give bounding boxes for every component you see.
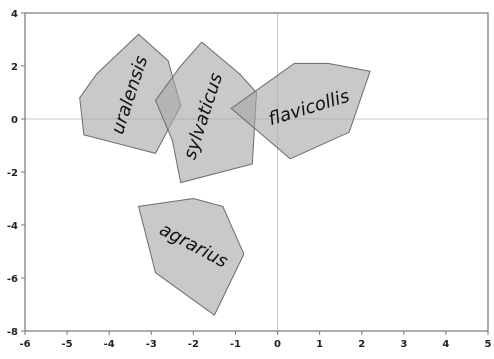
y-tick-label: -2 — [7, 168, 18, 179]
x-tick-label: -5 — [62, 339, 73, 350]
reference-lines — [25, 13, 488, 331]
plot-frame — [24, 12, 489, 332]
hull-uralensis — [79, 33, 182, 154]
y-tick-label: -4 — [7, 221, 18, 232]
hull-agrarius — [137, 197, 245, 316]
x-tick-label: -6 — [19, 339, 30, 350]
x-tick-label: -4 — [104, 339, 115, 350]
x-tick-label: 2 — [358, 339, 365, 350]
x-tick-label: 1 — [316, 339, 323, 350]
x-tick-label: 3 — [400, 339, 407, 350]
x-tick-label: 0 — [274, 339, 281, 350]
y-tick-label: 0 — [11, 115, 18, 126]
hull-sylvaticus — [154, 41, 258, 184]
y-tick-label: -6 — [7, 274, 18, 285]
hull-flavicollis — [230, 62, 371, 160]
x-tick-label: -3 — [146, 339, 157, 350]
y-tick-label: -8 — [7, 327, 18, 338]
y-tick-label: 2 — [11, 62, 18, 73]
x-axis-ticks: -6 -5 -4 -3 -2 -1 0 1 2 3 4 5 — [19, 331, 492, 350]
x-tick-label: 5 — [485, 339, 492, 350]
y-tick-label: 4 — [11, 9, 18, 20]
x-tick-label: 4 — [442, 339, 449, 350]
x-tick-label: -1 — [230, 339, 241, 350]
y-axis-ticks: 4 2 0 -2 -4 -6 -8 — [7, 9, 25, 338]
x-tick-label: -2 — [188, 339, 199, 350]
group-hulls — [79, 33, 371, 316]
